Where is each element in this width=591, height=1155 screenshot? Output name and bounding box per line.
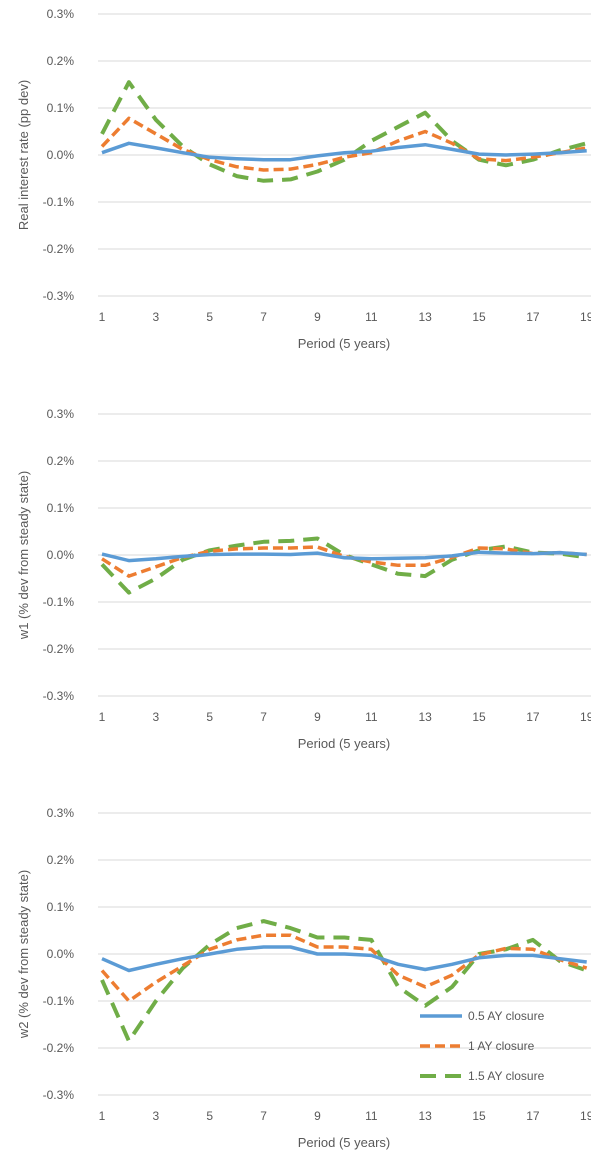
y-tick-label: 0.2%	[47, 853, 75, 867]
y-tick-label: 0.3%	[47, 7, 75, 21]
legend-label: 0.5 AY closure	[468, 1009, 545, 1023]
x-tick-label: 19	[580, 310, 591, 324]
y-tick-label: 0.1%	[47, 101, 75, 115]
y-tick-label: 0.3%	[47, 407, 75, 421]
series-line-1	[101, 550, 587, 563]
y-tick-label: -0.2%	[43, 242, 75, 256]
x-tick-label: 17	[526, 710, 540, 724]
series-line-1	[101, 141, 587, 162]
y-tick-label: -0.3%	[43, 289, 75, 303]
x-tick-label: 3	[153, 310, 160, 324]
series-line-3	[100, 80, 588, 183]
x-tick-label: 15	[472, 710, 486, 724]
x-axis-title: Period (5 years)	[298, 1135, 390, 1150]
x-tick-label: 3	[153, 1109, 160, 1123]
x-tick-label: 1	[99, 1109, 106, 1123]
x-tick-label: 19	[580, 710, 591, 724]
series-line-2	[100, 116, 588, 172]
x-tick-label: 9	[314, 310, 321, 324]
x-tick-label: 11	[365, 1109, 378, 1123]
x-tick-label: 13	[418, 310, 432, 324]
x-tick-label: 11	[365, 710, 378, 724]
chart-3: 0.3%0.2%0.1%0.0%-0.1%-0.2%-0.3%1 3 5 7 9 11 13…	[16, 806, 591, 1150]
y-tick-label: 0.2%	[47, 54, 75, 68]
x-tick-label: 13	[418, 1109, 432, 1123]
x-axis-title: Period (5 years)	[298, 336, 390, 351]
y-tick-label: 0.1%	[47, 501, 75, 515]
x-tick-label: 1	[99, 710, 106, 724]
x-tick-label: 5	[206, 710, 213, 724]
y-axis-title: w1 (% dev from steady state)	[16, 471, 31, 640]
y-tick-label: 0.0%	[47, 548, 75, 562]
y-tick-label: 0.0%	[47, 148, 75, 162]
y-tick-label: -0.3%	[43, 1088, 75, 1102]
x-axis-title: Period (5 years)	[298, 736, 390, 751]
y-axis-title: Real interest rate (pp dev)	[16, 80, 31, 230]
x-tick-label: 11	[365, 310, 378, 324]
x-tick-label: 13	[418, 710, 432, 724]
x-tick-label: 1	[99, 310, 106, 324]
x-tick-label: 3	[153, 710, 160, 724]
x-tick-label: 7	[260, 1109, 267, 1123]
y-tick-label: 0.1%	[47, 900, 75, 914]
y-tick-label: -0.2%	[43, 1041, 75, 1055]
x-tick-label: 15	[472, 310, 486, 324]
y-tick-label: 0.3%	[47, 806, 75, 820]
chart-1: 0.3%0.2%0.1%0.0%-0.1%-0.2%-0.3%1 3 5 7 9 11 13…	[16, 7, 591, 351]
x-tick-label: 9	[314, 710, 321, 724]
x-tick-label: 7	[260, 710, 267, 724]
x-tick-label: 17	[526, 1109, 540, 1123]
series-line-2	[101, 545, 587, 578]
series-line-3	[100, 536, 587, 595]
y-tick-label: 0.2%	[47, 454, 75, 468]
series-line-2	[100, 933, 588, 1003]
y-tick-label: -0.2%	[43, 642, 75, 656]
x-tick-label: 17	[526, 310, 540, 324]
x-tick-label: 5	[206, 1109, 213, 1123]
x-tick-label: 9	[314, 1109, 321, 1123]
legend-label: 1.5 AY closure	[468, 1069, 545, 1083]
y-tick-label: -0.3%	[43, 689, 75, 703]
y-axis-title: w2 (% dev from steady state)	[16, 870, 31, 1039]
x-tick-label: 5	[206, 310, 213, 324]
x-tick-label: 7	[260, 310, 267, 324]
x-tick-label: 19	[580, 1109, 591, 1123]
y-tick-label: -0.1%	[43, 195, 75, 209]
x-tick-label: 15	[472, 1109, 486, 1123]
y-tick-label: -0.1%	[43, 994, 75, 1008]
y-tick-label: -0.1%	[43, 595, 75, 609]
series-line-1	[101, 945, 587, 973]
y-tick-label: 0.0%	[47, 947, 75, 961]
legend-label: 1 AY closure	[468, 1039, 535, 1053]
series-line-3	[100, 919, 588, 1043]
chart-2: 0.3%0.2%0.1%0.0%-0.1%-0.2%-0.3%1 3 5 7 9 11 13…	[16, 407, 591, 751]
